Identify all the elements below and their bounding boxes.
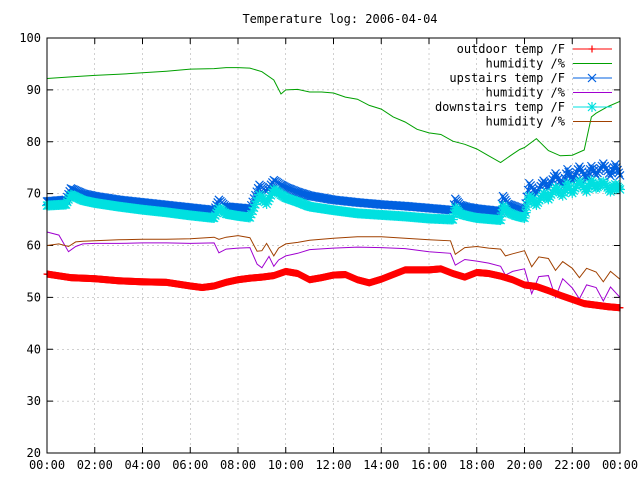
- x-tick-label: 20:00: [506, 458, 542, 472]
- series-line: [46, 231, 621, 303]
- y-tick-label: 80: [27, 135, 41, 149]
- series-1: [46, 67, 621, 164]
- legend-label: humidity /%: [486, 57, 566, 71]
- data-series: [42, 67, 625, 312]
- x-tick-label: 18:00: [459, 458, 495, 472]
- x-tick-label: 08:00: [220, 458, 256, 472]
- chart-title: Temperature log: 2006-04-04: [242, 12, 437, 26]
- series-line: [46, 235, 621, 283]
- legend-marker: [587, 102, 597, 112]
- series-line: [46, 67, 621, 164]
- legend-label: humidity /%: [486, 115, 566, 129]
- x-tick-label: 22:00: [554, 458, 590, 472]
- legend-label: humidity /%: [486, 86, 566, 100]
- legend-label: downstairs temp /F: [435, 100, 565, 114]
- x-tick-label: 00:00: [602, 458, 638, 472]
- series-point: [551, 168, 560, 178]
- x-tick-label: 14:00: [363, 458, 399, 472]
- x-tick-label: 12:00: [315, 458, 351, 472]
- y-axis-ticks: 20 30 40 50 60 70 80 90 100: [19, 31, 620, 460]
- series-point: [594, 166, 604, 176]
- y-tick-label: 30: [27, 394, 41, 408]
- series-point: [601, 164, 611, 173]
- series-point: [574, 162, 584, 172]
- y-tick-label: 50: [27, 290, 41, 304]
- series-0: [43, 265, 624, 312]
- y-tick-label: 100: [19, 31, 41, 45]
- y-tick-label: 70: [27, 187, 41, 201]
- series-4: [42, 175, 625, 226]
- x-tick-label: 04:00: [124, 458, 160, 472]
- series-point: [593, 168, 602, 178]
- x-axis-ticks: 00:00 02:00 04:00 06:00 08:00 10:00 12:00 14:00…: [29, 38, 638, 472]
- grid-lines: [47, 38, 620, 453]
- x-tick-label: 02:00: [77, 458, 113, 472]
- series-point: [563, 164, 572, 174]
- series-point: [576, 164, 586, 174]
- y-tick-label: 40: [27, 342, 41, 356]
- legend-marker: [588, 45, 596, 53]
- series-point: [607, 168, 617, 178]
- x-tick-label: 16:00: [411, 458, 447, 472]
- series-3: [46, 231, 621, 303]
- x-tick-label: 10:00: [268, 458, 304, 472]
- series-point: [573, 165, 583, 174]
- series-point: [606, 171, 615, 181]
- x-tick-label: 06:00: [172, 458, 208, 472]
- x-tick-label: 00:00: [29, 458, 65, 472]
- series-point: [600, 161, 610, 171]
- legend-label: outdoor temp /F: [457, 42, 565, 56]
- series-point: [611, 162, 621, 172]
- series-point: [614, 168, 624, 178]
- y-tick-label: 90: [27, 83, 41, 97]
- y-tick-label: 20: [27, 446, 41, 460]
- legend-label: upstairs temp /F: [449, 71, 565, 85]
- series-5: [46, 235, 621, 283]
- series-point: [610, 160, 620, 169]
- y-tick-label: 60: [27, 239, 41, 253]
- series-point: [598, 159, 608, 168]
